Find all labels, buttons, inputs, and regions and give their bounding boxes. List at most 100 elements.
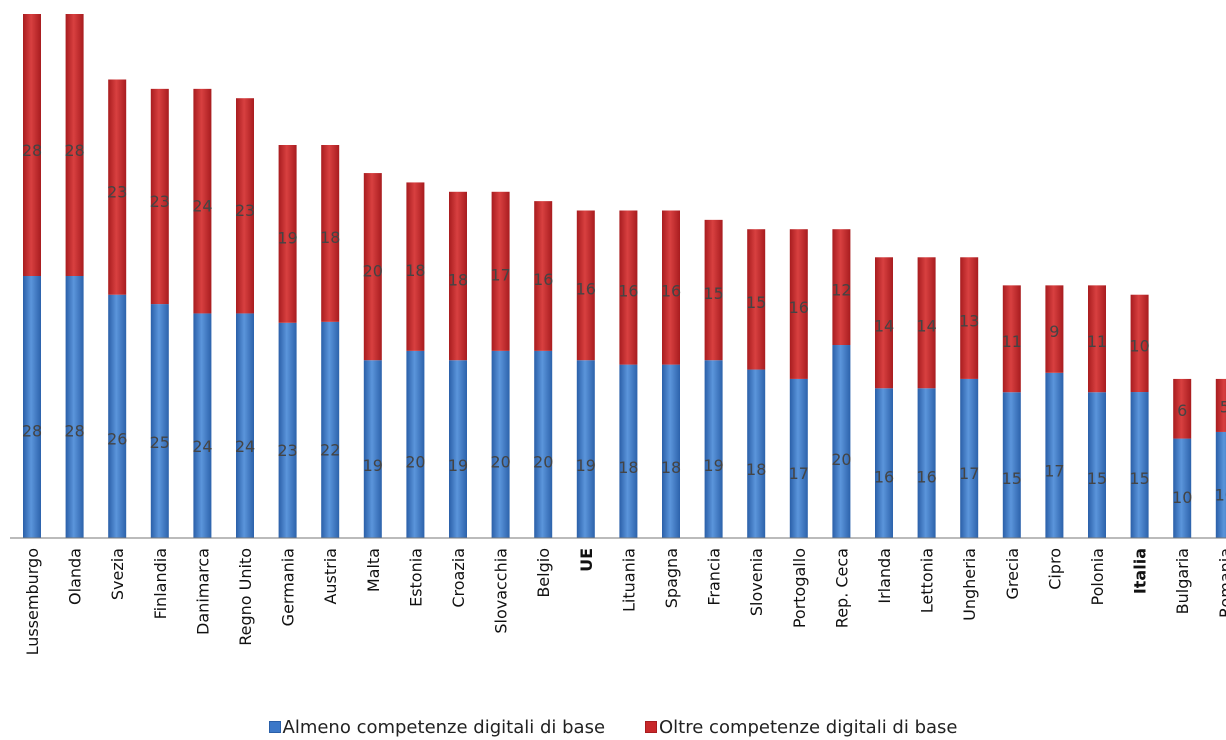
bar-base-14 [619, 364, 638, 538]
bar-oltre-10 [449, 191, 467, 361]
data-label-oltre-2: 23 [107, 182, 127, 201]
bar-base-25 [1088, 392, 1106, 538]
data-label-base-2: 26 [107, 429, 127, 448]
category-label-15: Spagna [662, 548, 681, 608]
data-label-base-27: 10 [1172, 488, 1192, 507]
data-label-base-20: 16 [874, 468, 894, 487]
category-label-27: Bulgaria [1173, 548, 1192, 614]
category-label-16: Francia [705, 548, 724, 606]
bar-oltre-13 [576, 210, 595, 361]
data-label-oltre-27: 6 [1177, 401, 1187, 420]
data-label-base-23: 15 [1002, 469, 1022, 488]
category-label-25: Polonia [1088, 548, 1107, 606]
legend-swatch-red [645, 721, 658, 733]
data-label-oltre-10: 18 [448, 270, 468, 289]
data-label-oltre-26: 10 [1129, 336, 1149, 355]
bar-oltre-12 [534, 201, 553, 351]
bar-base-16 [704, 360, 723, 538]
bar-base-1 [65, 276, 84, 538]
category-label-6: Germania [279, 548, 298, 626]
legend-item-base: Almeno competenze digitali di base [268, 717, 605, 738]
bar-oltre-28 [1215, 378, 1226, 432]
data-label-oltre-21: 14 [916, 316, 936, 335]
bar-base-22 [960, 378, 979, 538]
data-label-base-25: 15 [1087, 469, 1107, 488]
bar-base-20 [875, 388, 893, 538]
data-label-oltre-3: 23 [150, 192, 170, 211]
data-label-oltre-0: 28 [22, 141, 42, 160]
category-label-13: UE [577, 548, 596, 572]
bar-base-2 [108, 294, 127, 538]
data-label-base-28: 10 [1215, 486, 1226, 505]
bar-oltre-16 [704, 219, 723, 361]
bar-base-5 [236, 313, 254, 538]
data-label-oltre-22: 13 [959, 312, 979, 331]
bar-oltre-0 [23, 14, 41, 276]
bar-oltre-8 [363, 173, 382, 361]
bar-base-13 [576, 360, 595, 538]
data-label-base-7: 22 [320, 440, 340, 459]
bar-base-26 [1130, 392, 1149, 538]
bar-base-9 [406, 350, 425, 538]
category-label-12: Belgio [534, 548, 553, 598]
data-label-base-15: 18 [661, 458, 681, 477]
category-label-0: Lussemburgo [23, 548, 42, 655]
stacked-bar-chart: 28 28 Lussemburgo 28 28 Olanda 26 23 Svezia 25 23 F… [10, 14, 1226, 655]
category-label-21: Lettonia [918, 548, 937, 613]
bar-base-12 [534, 350, 553, 538]
legend-item-oltre: Oltre competenze digitali di base [645, 717, 958, 738]
data-label-oltre-24: 9 [1049, 322, 1059, 341]
bar-oltre-18 [789, 229, 808, 379]
category-label-1: Olanda [66, 548, 85, 605]
data-label-oltre-17: 15 [746, 293, 766, 312]
bar-base-21 [917, 388, 936, 538]
category-label-4: Danimarca [193, 548, 212, 635]
data-label-base-0: 28 [22, 422, 42, 441]
data-label-oltre-25: 11 [1087, 332, 1107, 351]
bar-oltre-1 [65, 14, 84, 276]
data-label-base-14: 18 [618, 458, 638, 477]
data-label-base-6: 23 [277, 441, 297, 460]
data-label-oltre-7: 18 [320, 228, 340, 247]
data-label-base-5: 24 [235, 437, 255, 456]
category-label-8: Malta [364, 548, 383, 592]
data-label-oltre-12: 16 [533, 270, 553, 289]
bar-base-6 [278, 322, 297, 538]
data-label-base-10: 19 [448, 456, 468, 475]
data-label-base-11: 20 [490, 452, 510, 471]
data-label-base-12: 20 [533, 452, 553, 471]
bar-oltre-26 [1130, 294, 1149, 393]
bar-base-18 [789, 378, 808, 538]
data-label-base-19: 20 [831, 450, 851, 469]
bar-oltre-24 [1045, 285, 1064, 373]
bar-oltre-6 [278, 145, 297, 323]
data-label-base-4: 24 [192, 437, 212, 456]
category-label-28: Romania [1216, 548, 1226, 618]
data-label-base-1: 28 [64, 422, 84, 441]
data-label-base-9: 20 [405, 452, 425, 471]
data-label-oltre-14: 16 [618, 282, 638, 301]
data-label-base-24: 17 [1044, 461, 1064, 480]
category-label-11: Slovacchia [492, 548, 511, 634]
bar-base-3 [150, 304, 169, 538]
bar-oltre-14 [619, 210, 638, 365]
bar-base-24 [1045, 372, 1064, 538]
bar-base-7 [321, 321, 340, 538]
bar-oltre-25 [1088, 285, 1106, 393]
data-label-oltre-11: 17 [490, 266, 510, 285]
data-label-oltre-28: 5 [1220, 398, 1226, 417]
category-label-20: Irlanda [875, 548, 894, 604]
bar-base-0 [23, 276, 41, 538]
data-label-oltre-18: 16 [789, 298, 809, 317]
bar-oltre-19 [832, 229, 851, 346]
category-label-7: Austria [321, 548, 340, 605]
data-label-base-8: 19 [363, 456, 383, 475]
data-label-oltre-5: 23 [235, 201, 255, 220]
data-label-oltre-16: 15 [703, 284, 723, 303]
data-label-oltre-13: 16 [576, 279, 596, 298]
category-label-22: Ungheria [960, 548, 979, 621]
bar-oltre-4 [193, 88, 212, 314]
data-label-oltre-19: 12 [831, 280, 851, 299]
data-label-oltre-9: 18 [405, 261, 425, 280]
